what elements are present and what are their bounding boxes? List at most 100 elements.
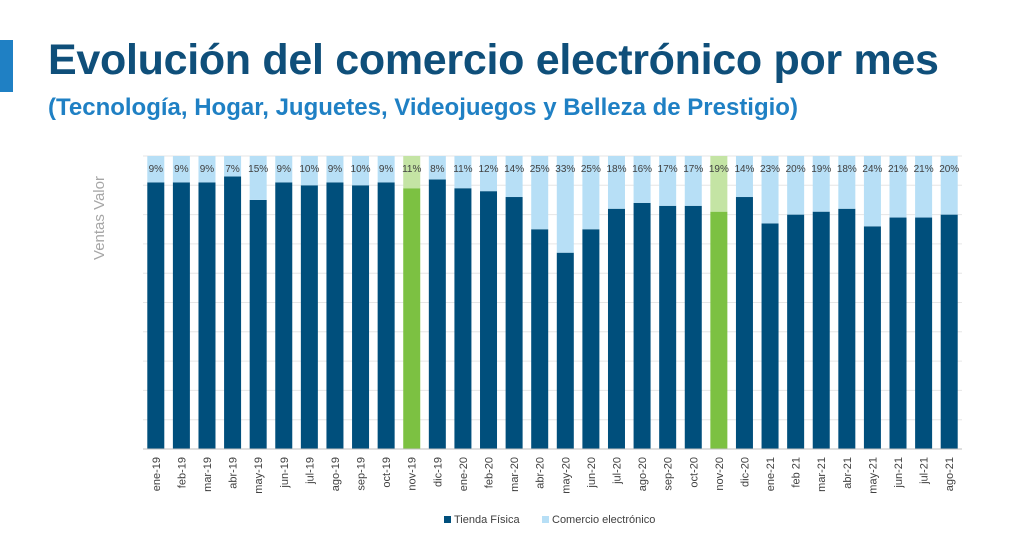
bar-ecommerce-jun-19 [275,156,293,183]
bar-tienda-jul-21 [915,217,933,449]
bar-tienda-jun-19 [275,182,293,449]
x-tick-label-ene-19: ene-19 [151,457,163,491]
bar-tienda-sep-20 [659,205,677,449]
data-label-ecommerce-sep-19: 10% [351,164,371,175]
bar-tienda-mar-21 [812,211,830,449]
x-tick-label-may-19: may-19 [253,457,265,494]
bar-ecommerce-ene-21 [761,156,779,224]
bar-ecommerce-mar-19 [198,156,216,183]
legend-label-ecommerce: Comercio electrónico [552,514,655,526]
x-tick-label-feb-21: feb 21 [791,457,803,488]
bar-tienda-mar-20 [505,197,523,449]
data-label-ecommerce-mar-20: 14% [504,164,524,175]
x-tick-label-ago-19: ago-19 [330,457,342,491]
x-tick-label-jun-19: jun-19 [279,457,291,489]
bar-ecommerce-ago-20 [633,156,651,203]
bar-tienda-feb-21 [787,214,805,449]
x-tick-label-mar-19: mar-19 [202,457,214,492]
bar-tienda-ago-20 [633,202,651,449]
data-label-ecommerce-ago-19: 9% [328,164,343,175]
bar-tienda-jun-20 [582,229,600,449]
bar-ecommerce-sep-20 [659,156,677,206]
data-label-ecommerce-oct-19: 9% [379,164,394,175]
bar-ecommerce-ene-20 [454,156,472,189]
x-tick-label-mar-20: mar-20 [509,457,521,492]
legend-swatch-ecommerce [542,516,549,523]
bar-ecommerce-dic-20 [735,156,753,198]
bar-tienda-jul-20 [607,208,625,449]
data-label-ecommerce-sep-20: 17% [658,164,678,175]
x-tick-label-jun-21: jun-21 [893,457,905,489]
x-tick-label-jul-19: jul-19 [304,457,316,485]
bar-tienda-nov-19 [403,188,421,450]
x-tick-label-jun-20: jun-20 [586,457,598,489]
bar-tienda-ago-21 [940,214,958,449]
bar-ecommerce-oct-20 [684,156,702,206]
x-tick-label-feb-20: feb-20 [484,457,496,488]
bar-ecommerce-may-19 [249,156,267,200]
x-tick-label-sep-20: sep-20 [663,457,675,491]
data-label-ecommerce-ago-20: 16% [632,164,652,175]
page-subtitle: (Tecnología, Hogar, Juguetes, Videojuego… [48,94,798,121]
x-tick-label-ene-21: ene-21 [765,457,777,491]
x-tick-label-nov-20: nov-20 [714,457,726,491]
data-label-ecommerce-dic-20: 14% [734,164,754,175]
bar-ecommerce-ene-19 [147,156,165,183]
data-label-ecommerce-may-20: 33% [555,164,575,175]
bar-ecommerce-abr-20 [531,156,549,230]
x-tick-label-ago-20: ago-20 [637,457,649,491]
page-title: Evolución del comercio electrónico por m… [48,36,939,84]
bar-ecommerce-ago-21 [940,156,958,215]
legend-label-tienda: Tienda Física [454,514,521,526]
x-tick-label-jul-21: jul-21 [919,457,931,485]
bar-ecommerce-mar-21 [812,156,830,212]
data-label-ecommerce-abr-20: 25% [530,164,550,175]
bar-tienda-dic-19 [428,179,446,449]
x-axis-ticks: ene-19 feb-19 mar-19 abr-19 may-19 jun-19 jul-… [151,457,956,494]
x-tick-label-abr-19: abr-19 [228,457,240,489]
bars [147,156,958,450]
data-label-ecommerce-jul-19: 10% [299,164,319,175]
bar-tienda-ene-20 [454,188,472,450]
bar-ecommerce-mar-20 [505,156,523,198]
x-tick-label-sep-19: sep-19 [356,457,368,491]
data-label-ecommerce-may-19: 15% [248,164,268,175]
data-label-ecommerce-abr-21: 18% [837,164,857,175]
bar-ecommerce-jun-20 [582,156,600,230]
bar-tienda-feb-19 [172,182,190,449]
x-tick-label-abr-20: abr-20 [535,457,547,489]
bar-tienda-ago-19 [326,182,344,449]
x-tick-label-dic-19: dic-19 [432,457,444,487]
bar-ecommerce-may-21 [863,156,881,227]
bar-tienda-dic-20 [735,197,753,449]
bar-tienda-may-19 [249,199,267,449]
data-label-ecommerce-jun-21: 21% [888,164,908,175]
data-label-ecommerce-jul-21: 21% [914,164,934,175]
data-label-ecommerce-mar-21: 19% [811,164,831,175]
bar-tienda-mar-19 [198,182,216,449]
bar-tienda-ene-19 [147,182,165,449]
bar-ecommerce-abr-19 [224,156,242,177]
bar-ecommerce-may-20 [556,156,574,253]
bar-ecommerce-jul-21 [915,156,933,218]
x-tick-label-may-20: may-20 [560,457,572,494]
bar-tienda-abr-21 [838,208,856,449]
bar-tienda-abr-20 [531,229,549,449]
bar-ecommerce-feb-19 [172,156,190,183]
data-label-ecommerce-jun-20: 25% [581,164,601,175]
legend-swatch-tienda [444,516,451,523]
x-tick-label-may-21: may-21 [867,457,879,494]
data-label-ecommerce-oct-20: 17% [683,164,703,175]
data-label-ecommerce-may-21: 24% [862,164,882,175]
data-labels: 9% 9% 9% 7% 15% 9% 10% 9% 10% 9% 11% 8% 11% 12% 14% 25%… [149,164,960,175]
data-label-ecommerce-dic-19: 8% [430,164,445,175]
bar-tienda-jun-21 [889,217,907,449]
bar-tienda-nov-20 [710,211,728,449]
data-label-ecommerce-ene-21: 23% [760,164,780,175]
x-tick-label-dic-20: dic-20 [739,457,751,487]
bar-ecommerce-feb-20 [480,156,498,192]
bar-ecommerce-ago-19 [326,156,344,183]
x-tick-label-jul-20: jul-20 [611,457,623,485]
bar-ecommerce-feb-21 [787,156,805,215]
